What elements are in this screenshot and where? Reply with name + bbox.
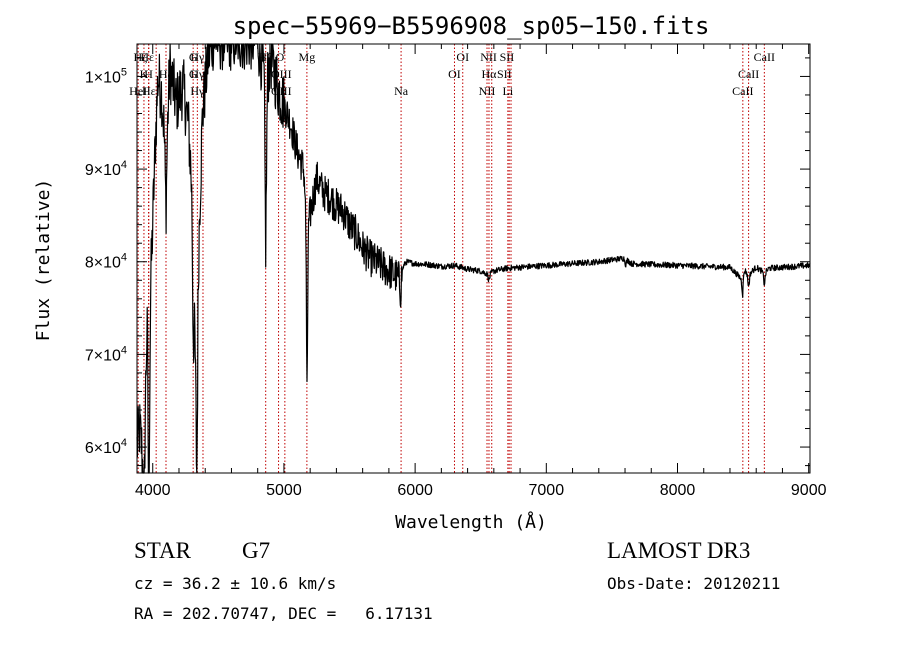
survey-name: LAMOST DR3 (607, 538, 751, 563)
line-label: Hγ (190, 67, 205, 81)
line-label: Hα (482, 67, 498, 81)
y-tick-label: 6×104 (85, 437, 127, 457)
x-tick-label: 7000 (529, 482, 565, 499)
object-type: STAR (134, 538, 191, 563)
line-label: G (189, 67, 198, 81)
line-label: CaII (732, 84, 753, 98)
x-axis: 4000 5000 6000 7000 8000 9000 (135, 44, 827, 499)
spectral-line-markers (137, 44, 765, 473)
line-label: Hγ (190, 84, 205, 98)
line-label: NII (480, 50, 497, 64)
observation-date: Obs-Date: 20120211 (607, 574, 781, 593)
line-label: Hε (140, 50, 154, 64)
line-label: Hδ (159, 67, 174, 81)
line-label: Hε (142, 84, 156, 98)
line-label: OIII (271, 67, 292, 81)
plot-frame (136, 43, 811, 474)
spectral-subclass: G7 (242, 538, 271, 563)
redshift-velocity: cz = 36.2 ± 10.6 km/s (134, 574, 337, 593)
x-tick-label: 4000 (135, 482, 171, 499)
line-label: SII (497, 67, 512, 81)
line-label: HeI (129, 84, 147, 98)
line-label: Li (503, 84, 514, 98)
y-tick-label: 9×104 (85, 159, 127, 179)
line-label: O (276, 50, 285, 64)
x-tick-label: 8000 (660, 482, 696, 499)
spectrum-line (136, 43, 811, 474)
line-label: CaII (754, 50, 775, 64)
line-label: H (144, 67, 153, 81)
line-label: NII (479, 84, 496, 98)
y-tick-label: 1×105 (85, 66, 127, 86)
line-label: Hγ (190, 50, 205, 64)
x-tick-label: 9000 (791, 482, 827, 499)
line-label: OI (448, 67, 461, 81)
line-label: SII (500, 50, 515, 64)
line-label: K (140, 67, 149, 81)
x-axis-label: Wavelength (Å) (395, 511, 547, 533)
coordinates: RA = 202.70747, DEC = 6.17131 (134, 604, 433, 623)
spectrum-trace (136, 43, 811, 474)
line-label: OI (456, 50, 469, 64)
chart-title: spec−55969−B5596908_sp05−150.fits (233, 12, 710, 40)
x-tick-label: 6000 (397, 482, 433, 499)
line-label: Mg (299, 50, 316, 64)
line-label: G (189, 50, 198, 64)
y-tick-label: 7×104 (85, 344, 127, 364)
line-label: Na (394, 84, 409, 98)
x-tick-label: 5000 (266, 482, 302, 499)
line-label: OIII (271, 84, 292, 98)
line-label: CaII (738, 67, 759, 81)
y-tick-label: 8×104 (85, 252, 127, 272)
line-label: Hβ (258, 50, 273, 64)
y-axis: 6×104 7×104 8×104 9×104 1×105 (85, 57, 810, 467)
y-axis-label: Flux (relative) (33, 179, 54, 342)
